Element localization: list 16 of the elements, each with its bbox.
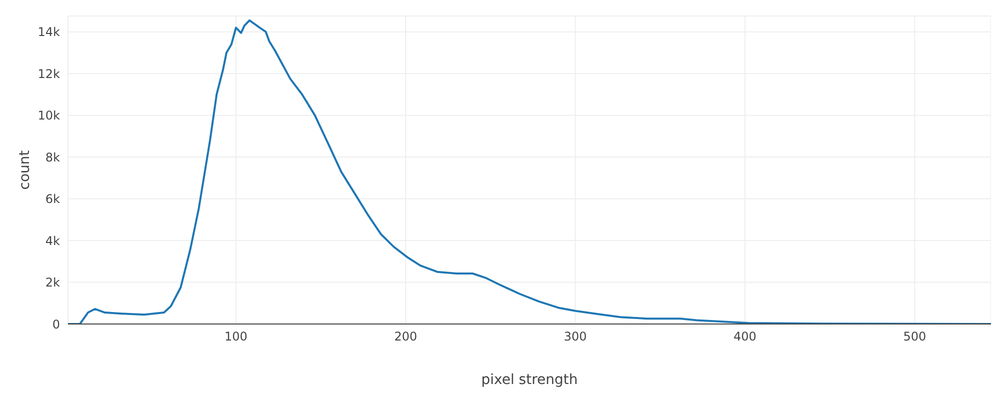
y-tick-label: 12k xyxy=(38,66,60,81)
x-tick-label: 200 xyxy=(394,330,418,344)
y-tick-label: 10k xyxy=(38,108,60,123)
line-series xyxy=(68,19,991,324)
x-axis-title: pixel strength xyxy=(481,372,578,388)
y-tick-label: 0 xyxy=(52,317,60,332)
x-tick-label: 100 xyxy=(224,330,248,344)
x-tick-label: 300 xyxy=(564,330,587,344)
y-tick-label: 6k xyxy=(45,192,60,206)
y-tick-label: 2k xyxy=(45,276,60,290)
x-tick-label: 500 xyxy=(903,330,926,344)
y-tick-label: 8k xyxy=(45,150,60,164)
y-tick-label: 14k xyxy=(38,25,60,40)
y-tick-label: 4k xyxy=(45,234,60,248)
x-tick-label: 400 xyxy=(734,330,756,344)
y-axis-title: count xyxy=(16,150,33,190)
